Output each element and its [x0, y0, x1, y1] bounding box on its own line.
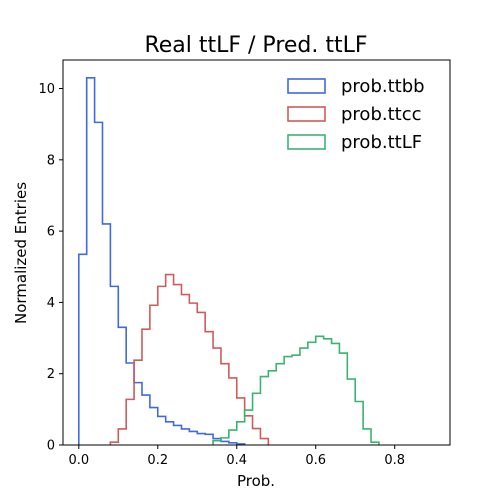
x-tick-label: 0.2 — [147, 453, 168, 468]
x-tick-label: 0.4 — [226, 453, 247, 468]
legend-label: prob.ttLF — [341, 132, 422, 153]
axes: 0.0 0.2 0.4 0.6 0.8 0 2 4 6 8 10 — [38, 59, 451, 468]
plot-area — [77, 77, 380, 445]
legend: prob.ttbb prob.ttcc prob.ttLF — [287, 76, 425, 153]
series-prob-ttcc-histogram — [109, 273, 270, 445]
y-tick-label: 8 — [47, 153, 55, 168]
x-tick-label: 0.0 — [68, 453, 89, 468]
legend-item-prob-ttcc: prob.ttcc — [287, 104, 422, 125]
y-axis-label: Normalized Entries — [12, 182, 30, 324]
legend-item-prob-ttLF: prob.ttLF — [287, 132, 422, 153]
y-tick-label: 0 — [47, 439, 55, 454]
legend-label: prob.ttcc — [341, 104, 422, 125]
y-tick-label: 2 — [47, 367, 55, 382]
x-tick-label: 0.6 — [305, 453, 326, 468]
y-tick-label: 6 — [47, 225, 55, 240]
series-prob-ttLF-histogram — [212, 335, 380, 445]
chart-title: Real ttLF / Pred. ttLF — [144, 33, 367, 58]
x-tick-label: 0.8 — [384, 453, 405, 468]
axes-frame — [62, 59, 451, 446]
legend-swatch — [287, 78, 326, 94]
y-tick-label: 4 — [47, 296, 55, 311]
legend-swatch — [287, 134, 326, 150]
x-axis-label: Prob. — [237, 472, 275, 490]
legend-item-prob-ttbb: prob.ttbb — [287, 76, 425, 97]
series-prob-ttbb-histogram — [77, 77, 246, 445]
y-tick-label: 10 — [38, 82, 55, 97]
legend-swatch — [287, 106, 326, 122]
legend-label: prob.ttbb — [341, 76, 425, 97]
